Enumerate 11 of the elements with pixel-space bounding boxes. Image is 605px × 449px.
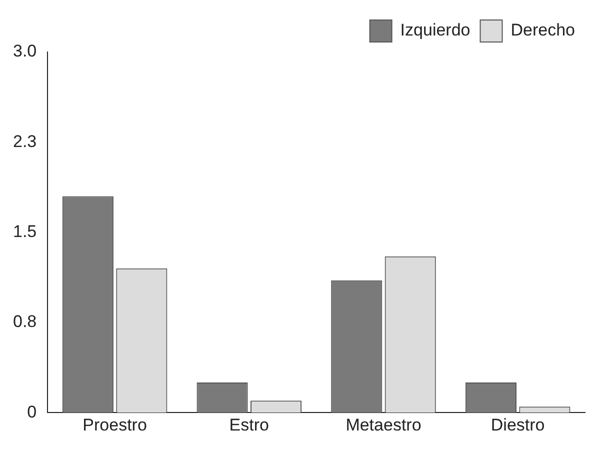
y-tick-label: 0.8 <box>12 312 37 332</box>
x-tick-label: Diestro <box>490 415 545 434</box>
x-tick-label: Estro <box>229 415 269 434</box>
y-tick-label: 2.3 <box>12 132 37 151</box>
x-tick-label: Metaestro <box>346 415 422 434</box>
y-tick-label: 0 <box>27 402 37 422</box>
legend-label: Derecho <box>510 20 576 40</box>
legend-label: Izquierdo <box>400 20 470 40</box>
y-tick-label: 1.5 <box>12 222 37 241</box>
y-tick-label: 3.0 <box>12 42 37 61</box>
x-tick-label: Proestro <box>82 415 147 434</box>
